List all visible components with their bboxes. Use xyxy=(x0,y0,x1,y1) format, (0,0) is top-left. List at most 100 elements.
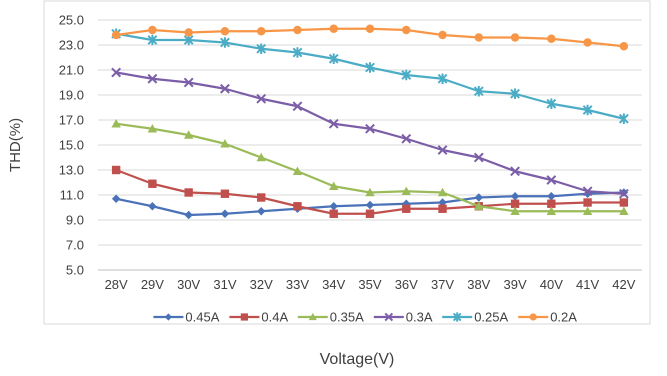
data-point xyxy=(293,25,302,35)
data-point xyxy=(308,312,317,321)
y-tick-label: 5.0 xyxy=(66,263,84,278)
data-point xyxy=(452,312,462,322)
data-point xyxy=(618,188,629,199)
legend-label: 0.2A xyxy=(550,310,577,325)
x-tick-label: 37V xyxy=(431,277,454,292)
data-point xyxy=(474,193,483,202)
data-point xyxy=(164,313,172,321)
data-point xyxy=(619,198,629,207)
series-0-25A xyxy=(111,28,629,124)
data-point xyxy=(220,37,230,48)
data-point xyxy=(438,204,447,213)
legend-label: 0.3A xyxy=(406,310,433,325)
data-point xyxy=(292,101,303,112)
data-point xyxy=(473,86,484,97)
data-point xyxy=(437,145,448,155)
data-point xyxy=(257,207,266,216)
y-tick-label: 11.0 xyxy=(60,188,84,203)
x-tick-label: 39V xyxy=(503,277,526,292)
legend-label: 0.25A xyxy=(474,310,508,325)
y-tick-label: 25.0 xyxy=(59,13,84,28)
legend-label: 0.35A xyxy=(330,310,364,325)
data-point xyxy=(510,33,520,42)
legend-label: 0.45A xyxy=(185,310,219,325)
series-0-3A xyxy=(111,67,629,199)
data-point xyxy=(148,202,157,211)
data-point xyxy=(583,38,592,47)
x-tick-label: 32V xyxy=(250,277,273,292)
data-point xyxy=(546,98,557,109)
y-tick-label: 21.0 xyxy=(59,63,84,78)
data-point xyxy=(437,73,448,84)
data-point xyxy=(365,123,375,134)
data-point xyxy=(148,179,157,188)
data-point xyxy=(384,312,394,322)
data-point xyxy=(365,209,375,218)
x-tick-label: 38V xyxy=(467,277,490,292)
x-tick-label: 40V xyxy=(540,277,563,292)
data-point xyxy=(546,206,557,215)
legend-item: 0.35A xyxy=(297,310,364,325)
data-point xyxy=(619,42,629,51)
data-point xyxy=(147,73,158,84)
data-point xyxy=(510,206,520,215)
data-point xyxy=(547,192,556,201)
data-point xyxy=(220,189,230,198)
y-tick-label: 9.0 xyxy=(66,213,84,228)
y-tick-label: 23.0 xyxy=(59,38,84,53)
data-point xyxy=(329,24,338,33)
legend-item: 0.45A xyxy=(153,310,220,325)
x-tick-label: 34V xyxy=(322,277,345,292)
x-tick-label: 35V xyxy=(358,277,381,292)
legend: 0.45A 0.4A 0.35A 0.3A 0.25A 0.2A xyxy=(153,310,577,325)
data-point xyxy=(184,210,193,220)
data-point xyxy=(183,130,194,139)
data-point xyxy=(328,118,339,129)
y-tick-label: 15.0 xyxy=(59,138,84,153)
data-point xyxy=(582,104,593,116)
data-point xyxy=(220,83,230,94)
data-point xyxy=(292,166,303,175)
data-point xyxy=(256,43,267,54)
data-point xyxy=(257,27,266,36)
gridlines xyxy=(98,19,642,271)
y-axis-title: THD(%) xyxy=(7,118,24,172)
data-point xyxy=(582,186,593,197)
data-point xyxy=(329,202,338,211)
data-point xyxy=(473,152,484,163)
legend-item: 0.25A xyxy=(442,310,509,325)
data-point xyxy=(401,69,412,81)
y-tick-label: 19.0 xyxy=(59,88,84,103)
data-point xyxy=(546,175,557,185)
legend-item: 0.4A xyxy=(229,310,288,325)
data-point xyxy=(220,27,230,36)
data-point xyxy=(256,93,267,104)
x-tick-label: 42V xyxy=(612,277,635,292)
data-point xyxy=(365,200,375,210)
data-point xyxy=(292,47,303,58)
data-point xyxy=(184,188,193,197)
data-point xyxy=(474,33,483,42)
chart-frame xyxy=(43,0,651,325)
data-point xyxy=(111,67,122,78)
data-point xyxy=(111,194,121,203)
data-point xyxy=(474,201,484,210)
data-point xyxy=(111,165,121,175)
x-tick-label: 41V xyxy=(576,277,599,292)
data-point xyxy=(240,313,248,321)
data-point xyxy=(510,88,520,99)
y-tick-label: 7.0 xyxy=(66,238,84,253)
data-point xyxy=(148,25,157,35)
data-point xyxy=(183,77,194,88)
legend-label: 0.4A xyxy=(261,310,288,325)
data-point xyxy=(365,187,375,197)
data-point xyxy=(618,113,629,124)
data-point xyxy=(619,206,629,215)
data-point xyxy=(329,209,338,218)
data-point xyxy=(401,186,411,195)
x-tick-label: 30V xyxy=(177,277,200,292)
data-point xyxy=(111,119,121,128)
data-point xyxy=(510,199,520,208)
x-tick-label: 31V xyxy=(213,277,236,292)
